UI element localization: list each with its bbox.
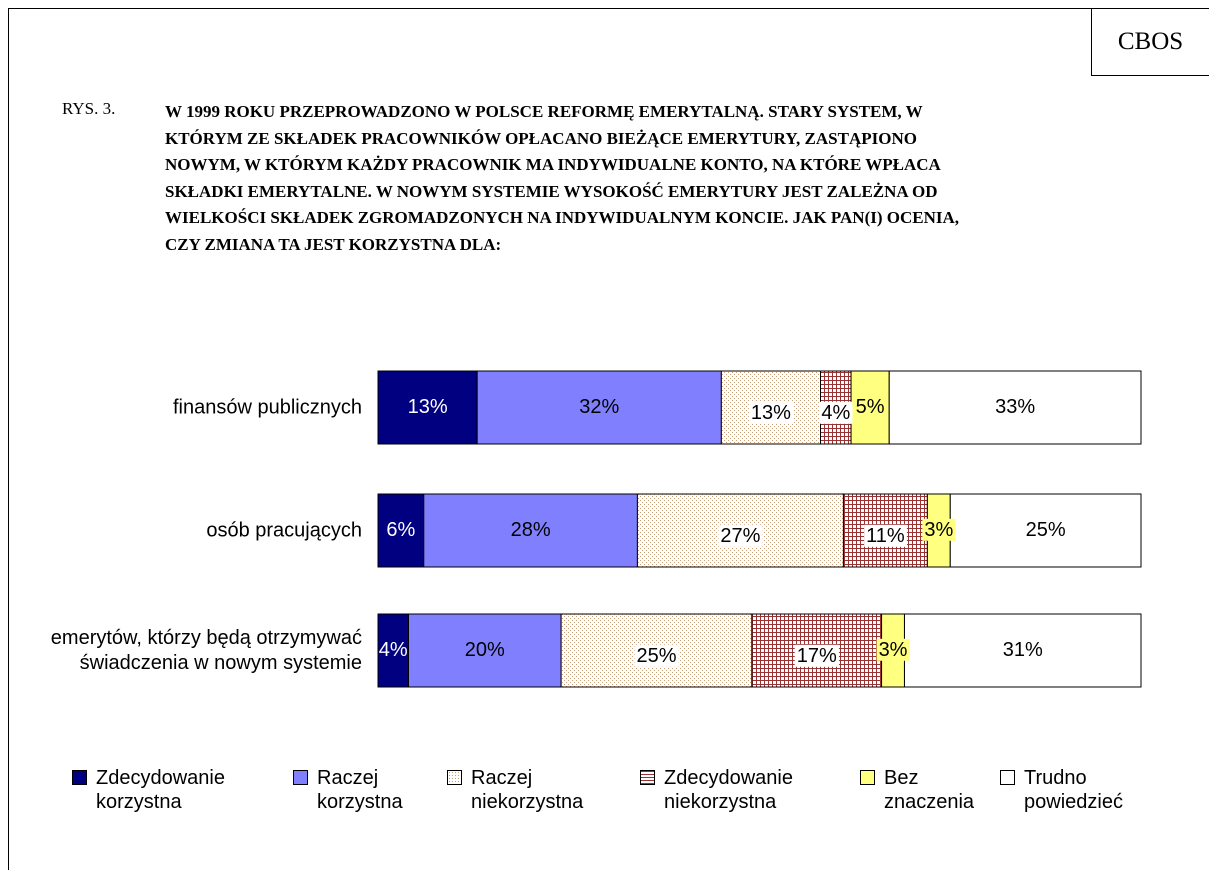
bar-segment	[408, 613, 562, 688]
value-label: 13%	[408, 396, 448, 418]
value-label: 28%	[511, 519, 551, 541]
legend-label: Zdecydowanie korzystna	[96, 767, 225, 813]
value-label: 13%	[751, 402, 791, 424]
value-label-bg	[922, 518, 956, 541]
legend-swatch	[1000, 770, 1015, 785]
legend-label: Zdecydowanie niekorzystna	[664, 767, 793, 813]
value-label-bg	[876, 638, 910, 661]
value-label: 20%	[465, 639, 505, 661]
category-label: finansów publicznych	[173, 396, 362, 418]
figure-label: RYS. 3.	[62, 99, 116, 118]
frame	[8, 8, 1209, 870]
value-label-bg	[634, 644, 679, 667]
value-label: 25%	[636, 645, 676, 667]
category-label: emerytów, którzy będą otrzymywać świadcz…	[50, 626, 362, 674]
chart-title: W 1999 ROKU PRZEPROWADZONO W POLSCE REFO…	[165, 102, 960, 254]
bar-segment	[377, 493, 425, 568]
bar-segment	[888, 370, 1142, 445]
bar-segment	[377, 613, 410, 688]
value-label: 11%	[866, 525, 905, 547]
value-label: 3%	[879, 639, 908, 661]
value-label: 17%	[797, 645, 837, 667]
value-label: 3%	[924, 519, 953, 541]
legend-swatch	[72, 770, 87, 785]
legend-label: Raczej korzystna	[317, 767, 403, 813]
bar-segment	[423, 493, 638, 568]
corner-label: CBOS	[1091, 8, 1209, 76]
value-label: 33%	[995, 396, 1035, 418]
bar-segment	[949, 493, 1142, 568]
value-label: 25%	[1026, 519, 1066, 541]
value-label: 4%	[821, 402, 850, 424]
value-label: 5%	[856, 396, 885, 418]
legend-swatch	[640, 770, 655, 785]
value-label: 31%	[1003, 639, 1043, 661]
bar-segment	[476, 370, 722, 445]
value-label: 32%	[579, 396, 619, 418]
legend-label: Trudno powiedzieć	[1024, 767, 1123, 813]
value-label-bg	[748, 401, 794, 424]
bar-segment	[377, 370, 478, 445]
legend-label: Raczej niekorzystna	[471, 767, 584, 813]
legend-swatch	[293, 770, 308, 785]
value-label-bg	[864, 524, 907, 547]
value-label-bg	[853, 395, 887, 418]
legend-swatch	[447, 770, 462, 785]
value-label: 6%	[386, 519, 415, 541]
value-label-bg	[819, 401, 853, 424]
value-label: 4%	[379, 639, 408, 661]
value-label-bg	[794, 644, 839, 667]
category-label: osób pracujących	[206, 519, 362, 541]
value-label-bg	[718, 524, 763, 547]
legend-label: Bez znaczenia	[884, 767, 975, 813]
legend-swatch	[860, 770, 875, 785]
value-label: 27%	[720, 525, 760, 547]
bar-segment	[903, 613, 1142, 688]
